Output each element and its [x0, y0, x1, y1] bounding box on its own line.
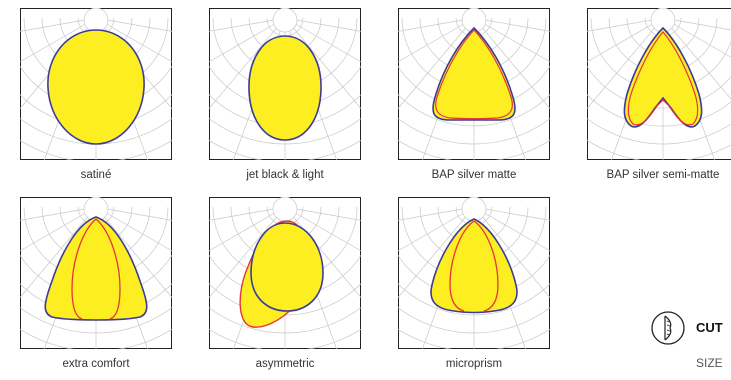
grid-spoke	[95, 17, 172, 63]
grid-spoke	[209, 17, 286, 110]
grid-spoke	[284, 17, 361, 110]
grid-spoke	[398, 17, 475, 63]
polar-diagram-asymmetric	[209, 197, 361, 349]
grid-spoke	[662, 17, 731, 31]
grid-spoke	[662, 17, 731, 100]
grid-spoke	[20, 17, 97, 32]
grid-spoke	[473, 17, 550, 63]
grid-spoke	[20, 206, 97, 221]
grid-spoke	[209, 206, 286, 221]
grid-spoke	[473, 206, 550, 221]
grid-spoke	[95, 17, 172, 32]
grid-spoke	[587, 17, 664, 110]
polar-diagram-satine	[20, 8, 172, 160]
polar-diagram-bap-silver-semi-matte	[587, 8, 731, 160]
grid-spoke	[398, 206, 475, 221]
grid-spoke	[209, 206, 286, 299]
grid-spoke	[473, 206, 550, 299]
grid-spoke	[284, 17, 361, 32]
grid-spoke	[209, 17, 286, 32]
grid-spoke	[209, 206, 286, 252]
grid-spoke	[20, 17, 97, 63]
diagram-label: microprism	[445, 358, 503, 370]
grid-spoke	[284, 17, 361, 63]
polar-diagram-extra-comfort	[20, 197, 172, 349]
polar-diagram-bap-silver-matte	[398, 8, 550, 160]
luminaire-origin	[461, 197, 487, 222]
polar-diagram-jet-black-light	[209, 8, 361, 160]
diagram-label: asymmetric	[255, 358, 315, 370]
grid-spoke	[284, 206, 361, 221]
diagram-label: jet black & light	[246, 169, 324, 181]
grid-spoke	[473, 17, 550, 32]
cut-section	[650, 310, 731, 346]
luminaire-origin	[272, 8, 298, 33]
diagram-label: BAP silver semi-matte	[606, 169, 720, 181]
grid-spoke	[20, 206, 97, 299]
grid-spoke	[587, 17, 664, 63]
grid-spoke	[398, 17, 475, 32]
cut-title: CUT	[696, 320, 723, 335]
luminaire-origin	[83, 8, 109, 33]
grid-spoke	[662, 17, 731, 58]
diagram-label: satiné	[80, 169, 112, 181]
grid-spoke	[95, 206, 172, 221]
grid-spoke	[398, 17, 475, 110]
grid-spoke	[398, 206, 475, 252]
size-label: SIZE	[696, 356, 723, 370]
grid-spoke	[284, 206, 361, 252]
cut-knife-icon	[651, 311, 685, 345]
polar-diagram-microprism	[398, 197, 550, 349]
grid-spoke	[473, 206, 550, 252]
grid-spoke	[95, 206, 172, 252]
grid-spoke	[209, 17, 286, 63]
grid-spoke	[95, 206, 172, 299]
grid-spoke	[398, 206, 475, 299]
grid-spoke	[473, 17, 550, 110]
grid-spoke	[587, 17, 664, 32]
grid-spoke	[20, 206, 97, 252]
diagram-label: extra comfort	[62, 358, 130, 370]
diagram-label: BAP silver matte	[431, 169, 517, 181]
luminaire-origin	[272, 197, 298, 222]
